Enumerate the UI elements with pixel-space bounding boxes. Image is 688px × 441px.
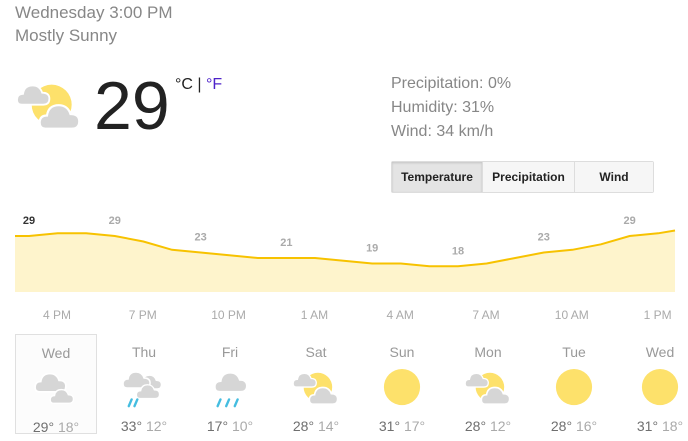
wind-value: Wind: 34 km/h <box>391 123 494 140</box>
day-name: Sun <box>389 344 415 360</box>
day-name: Tue <box>562 344 586 360</box>
celsius-unit[interactable]: °C <box>175 76 193 93</box>
sunny-icon <box>550 368 598 408</box>
high-temp: 29° <box>32 419 55 435</box>
temperature-line <box>15 229 676 268</box>
low-temp: 14° <box>317 418 340 434</box>
forecast-day[interactable]: Sun 31° 17° <box>359 334 445 434</box>
tab-wind[interactable]: Wind <box>575 162 653 192</box>
daily-forecast: Wed 29° 18° Thu 33° 12° Fri 17° 10° Sat 28°… <box>15 334 688 435</box>
cloudy-icon <box>32 369 80 409</box>
day-name: Wed <box>41 345 71 361</box>
sunny-icon <box>378 368 426 408</box>
x-tick-label: 7 PM <box>129 308 157 322</box>
low-temp: 10° <box>231 418 254 434</box>
value-label: 23 <box>194 232 206 244</box>
low-temp: 18° <box>661 418 684 434</box>
value-label: 29 <box>623 215 635 227</box>
forecast-day[interactable]: Fri 17° 10° <box>187 334 273 434</box>
forecast-day[interactable]: Sat 28° 14° <box>273 334 359 434</box>
rain-cloudy-icon <box>120 368 168 408</box>
value-label: 19 <box>366 243 378 255</box>
x-tick-label: 10 AM <box>555 308 589 322</box>
high-temp: 28° <box>550 418 573 434</box>
value-label: 29 <box>109 215 121 227</box>
day-name: Wed <box>645 344 675 360</box>
forecast-day[interactable]: Mon 28° 12° <box>445 334 531 434</box>
high-temp: 31° <box>378 418 401 434</box>
unit-toggle: °C | °F <box>175 76 222 94</box>
low-temp: 16° <box>575 418 598 434</box>
date-time: Wednesday 3:00 PM <box>15 3 173 22</box>
x-tick-label: 7 AM <box>472 308 499 322</box>
x-tick-label: 1 PM <box>644 308 672 322</box>
x-tick-label: 1 AM <box>301 308 328 322</box>
forecast-day[interactable]: Thu 33° 12° <box>101 334 187 434</box>
day-name: Mon <box>474 344 502 360</box>
unit-separator: | <box>197 76 202 93</box>
temperature-chart: 29 29 23 21 19 18 23 29 4 PM 7 PM 10 PM 1 AM 4 AM 7 A… <box>15 215 676 322</box>
chart-tabs: Temperature Precipitation Wind <box>391 161 654 193</box>
fahrenheit-link[interactable]: °F <box>206 76 223 93</box>
partly-cloudy-icon <box>464 368 512 408</box>
tab-temperature[interactable]: Temperature <box>392 162 483 192</box>
value-label: 29 <box>23 215 35 227</box>
forecast-day[interactable]: Wed 29° 18° <box>15 334 97 435</box>
day-name: Thu <box>131 344 157 360</box>
sunny-icon <box>636 368 684 408</box>
value-label: 21 <box>280 237 292 249</box>
high-temp: 28° <box>292 418 315 434</box>
x-tick-label: 4 AM <box>387 308 414 322</box>
high-temp: 17° <box>206 418 229 434</box>
high-temp: 31° <box>636 418 659 434</box>
tab-precipitation[interactable]: Precipitation <box>483 162 575 192</box>
rain-icon <box>206 368 254 408</box>
weather-details: Precipitation: 0% Humidity: 31% Wind: 34… <box>391 72 511 144</box>
current-temperature: 29 <box>94 68 170 144</box>
weather-condition: Mostly Sunny <box>15 26 118 45</box>
day-name: Sat <box>305 344 327 360</box>
x-tick-label: 4 PM <box>43 308 71 322</box>
partly-cloudy-icon <box>292 368 340 408</box>
partly-cloudy-icon <box>14 78 84 132</box>
x-tick-label: 10 PM <box>211 308 246 322</box>
value-label: 18 <box>452 245 464 257</box>
value-label: 23 <box>538 232 550 244</box>
low-temp: 12° <box>489 418 512 434</box>
day-name: Fri <box>221 344 239 360</box>
high-temp: 33° <box>120 418 143 434</box>
low-temp: 18° <box>57 419 80 435</box>
low-temp: 17° <box>403 418 426 434</box>
forecast-day[interactable]: Tue 28° 16° <box>531 334 617 434</box>
low-temp: 12° <box>145 418 168 434</box>
precipitation-value: Precipitation: 0% <box>391 75 512 92</box>
humidity-value: Humidity: 31% <box>391 99 495 116</box>
forecast-day[interactable]: Wed 31° 18° <box>617 334 688 434</box>
high-temp: 28° <box>464 418 487 434</box>
